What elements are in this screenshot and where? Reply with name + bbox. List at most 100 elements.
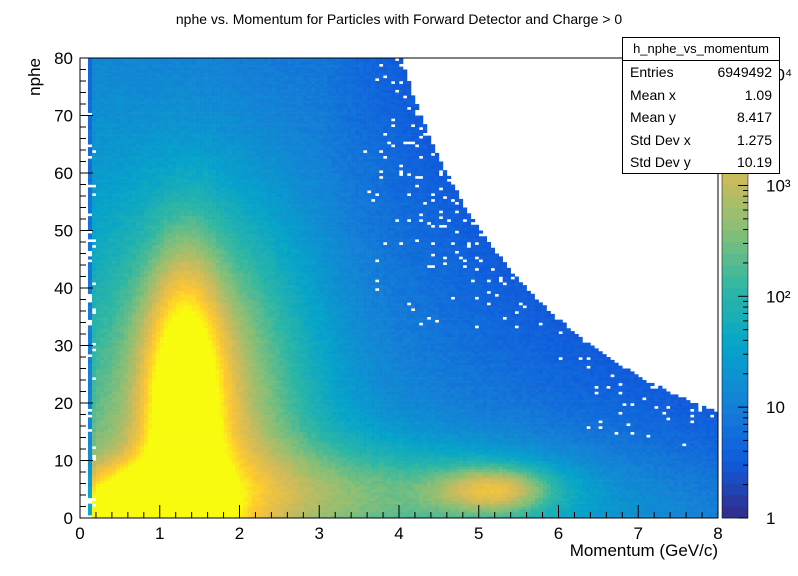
heatmap-cell xyxy=(143,60,149,65)
heatmap-cell xyxy=(187,167,192,171)
heatmap-cell xyxy=(163,397,169,401)
heatmap-cell xyxy=(203,477,208,481)
heatmap-cell xyxy=(191,342,196,346)
heatmap-cell xyxy=(151,141,157,145)
heatmap-cell xyxy=(131,63,137,67)
heatmap-cell xyxy=(159,388,165,392)
heatmap-cell xyxy=(103,492,109,496)
heatmap-cell xyxy=(87,334,93,338)
heatmap-cell xyxy=(135,512,141,516)
heatmap-cell xyxy=(155,290,161,295)
heatmap-cell xyxy=(187,339,192,343)
heatmap-cell xyxy=(203,270,208,274)
heatmap-cell xyxy=(107,178,113,182)
heatmap-cell xyxy=(123,400,129,404)
heatmap-cell xyxy=(119,377,125,381)
heatmap-cell xyxy=(147,440,153,444)
heatmap-cell xyxy=(131,463,137,467)
heatmap-cell xyxy=(179,446,184,450)
heatmap-cell xyxy=(91,460,97,464)
heatmap-cell xyxy=(143,173,149,177)
heatmap-cell xyxy=(127,417,133,421)
heatmap-cell xyxy=(91,253,97,257)
heatmap-cell xyxy=(107,299,113,303)
heatmap-cell xyxy=(183,247,188,251)
heatmap-cell xyxy=(183,233,188,237)
heatmap-cell xyxy=(151,319,157,323)
heatmap-cell xyxy=(87,313,93,318)
heatmap-cell xyxy=(119,423,125,427)
heatmap-cell xyxy=(183,69,188,73)
heatmap-cell xyxy=(107,345,113,349)
heatmap-cell xyxy=(119,89,125,93)
heatmap-cell xyxy=(191,420,196,424)
heatmap-cell xyxy=(191,325,196,329)
heatmap-cell xyxy=(111,428,117,433)
heatmap-cell xyxy=(163,118,169,122)
heatmap-cell xyxy=(179,431,184,435)
heatmap-cell xyxy=(151,288,157,292)
heatmap-cell xyxy=(191,354,196,358)
heatmap-cell xyxy=(207,158,212,162)
heatmap-cell xyxy=(123,190,129,194)
heatmap-cell xyxy=(199,259,204,263)
heatmap-cell xyxy=(139,285,145,289)
heatmap-cell xyxy=(179,391,184,395)
heatmap-cell xyxy=(207,175,212,180)
heatmap-cell xyxy=(175,178,180,182)
heatmap-cell xyxy=(199,187,204,191)
heatmap-cell xyxy=(163,371,169,375)
heatmap-cell xyxy=(175,219,180,223)
heatmap-cell xyxy=(123,198,129,203)
heatmap-cell xyxy=(183,328,188,332)
heatmap-cell xyxy=(183,78,188,82)
heatmap-cell xyxy=(211,336,216,341)
heatmap-cell xyxy=(199,334,204,338)
heatmap-cell xyxy=(159,342,165,346)
heatmap-cell xyxy=(191,175,196,180)
heatmap-cell xyxy=(107,492,113,496)
heatmap-cell xyxy=(171,175,176,180)
heatmap-cell xyxy=(111,127,117,131)
heatmap-cell xyxy=(203,400,208,404)
heatmap-cell xyxy=(207,423,212,427)
heatmap-cell xyxy=(191,480,196,484)
heatmap-cell xyxy=(155,428,161,433)
heatmap-cell xyxy=(91,101,97,105)
heatmap-cell xyxy=(131,495,137,499)
heatmap-cell xyxy=(175,141,180,145)
heatmap-cell xyxy=(147,89,153,93)
heatmap-cell xyxy=(95,354,101,358)
heatmap-cell xyxy=(91,403,97,407)
heatmap-cell xyxy=(155,454,161,458)
heatmap-cell xyxy=(111,253,117,257)
heatmap-cell xyxy=(123,472,129,476)
heatmap-cell xyxy=(95,322,101,326)
heatmap-cell xyxy=(151,201,157,205)
heatmap-cell xyxy=(167,101,173,105)
heatmap-cell xyxy=(127,305,133,309)
heatmap-cell xyxy=(187,334,192,338)
heatmap-cell xyxy=(127,319,133,323)
heatmap-cell xyxy=(211,380,216,384)
heatmap-cell xyxy=(135,492,141,496)
heatmap-cell xyxy=(155,299,161,303)
heatmap-cell xyxy=(99,288,105,292)
heatmap-cell xyxy=(199,466,204,470)
heatmap-cell xyxy=(131,331,137,335)
heatmap-cell xyxy=(107,75,113,79)
heatmap-cell xyxy=(111,98,117,102)
heatmap-cell xyxy=(91,141,97,145)
heatmap-cell xyxy=(147,354,153,358)
heatmap-cell xyxy=(167,184,173,188)
heatmap-cell xyxy=(191,184,196,188)
heatmap-cell xyxy=(119,101,125,105)
heatmap-cell xyxy=(115,359,121,364)
heatmap-cell xyxy=(175,431,180,435)
heatmap-cell xyxy=(187,500,192,504)
heatmap-cell xyxy=(119,288,125,292)
heatmap-cell xyxy=(163,78,169,82)
heatmap-cell xyxy=(99,397,105,401)
heatmap-cell xyxy=(155,69,161,73)
heatmap-cell xyxy=(203,242,208,246)
